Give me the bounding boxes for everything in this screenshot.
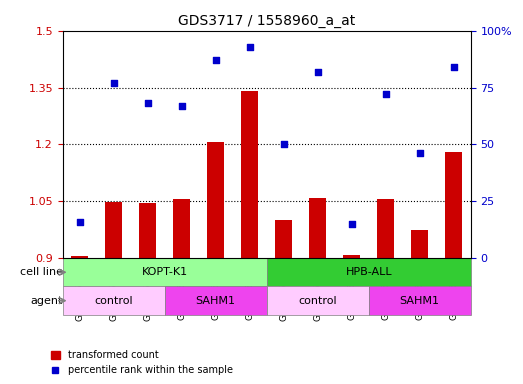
Bar [173,199,190,258]
Bar [267,258,471,286]
Text: KOPT-K1: KOPT-K1 [142,267,188,277]
Point [279,141,288,147]
Text: agent: agent [30,296,63,306]
Bar [71,256,88,258]
Point [246,43,254,50]
Bar [63,286,165,315]
Text: SAHM1: SAHM1 [196,296,236,306]
Text: control: control [95,296,133,306]
Bar [207,142,224,258]
Text: SAHM1: SAHM1 [400,296,440,306]
Point [75,218,84,225]
Bar [267,286,369,315]
Bar [241,91,258,258]
Title: GDS3717 / 1558960_a_at: GDS3717 / 1558960_a_at [178,14,355,28]
Text: cell line: cell line [20,267,63,277]
Point [110,80,118,86]
Text: HPB-ALL: HPB-ALL [345,267,392,277]
Point [177,103,186,109]
Point [347,221,356,227]
Point [143,100,152,106]
Bar [377,199,394,258]
Point [449,64,458,70]
Point [381,91,390,98]
Bar [105,202,122,258]
Bar [63,258,267,286]
Bar [343,255,360,258]
Bar [309,198,326,258]
Legend: transformed count, percentile rank within the sample: transformed count, percentile rank withi… [47,346,237,379]
Point [313,69,322,75]
Bar [275,220,292,258]
Bar [369,286,471,315]
Text: control: control [299,296,337,306]
Point [211,57,220,63]
Bar [165,286,267,315]
Point [415,151,424,157]
Bar [139,203,156,258]
Bar [411,230,428,258]
Bar [445,152,462,258]
